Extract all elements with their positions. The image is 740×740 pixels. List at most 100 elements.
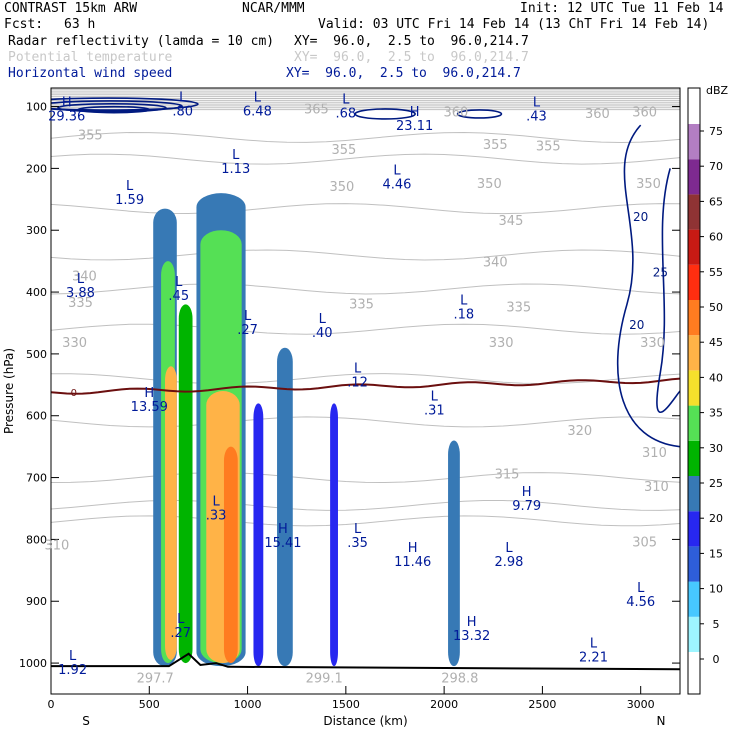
pressure-center-kind: L <box>319 312 327 327</box>
wind-jet-core <box>57 102 167 113</box>
reflectivity-cell-7 <box>178 304 193 664</box>
wind-jet-core <box>456 109 503 119</box>
colorbar-tick-label: 35 <box>709 407 723 420</box>
colorbar-swatch <box>688 300 700 336</box>
pressure-center-value: .35 <box>347 536 368 551</box>
colorbar-tick-label: 45 <box>709 336 723 349</box>
theta-label: 298.8 <box>441 672 478 687</box>
pressure-center-value: 1.13 <box>221 162 250 177</box>
wind-jet-core <box>354 108 416 120</box>
wind-contour-20 <box>616 124 680 448</box>
colorbar-tick-label: 40 <box>709 371 723 384</box>
theta-label: 355 <box>483 138 508 153</box>
colorbar-swatch <box>688 335 700 371</box>
y-tick-label: 100 <box>26 101 47 114</box>
theta-label: 297.7 <box>137 672 174 687</box>
y-tick-label: 700 <box>26 472 47 485</box>
theta-label: 310 <box>642 446 667 461</box>
theta-label: 350 <box>477 177 502 192</box>
colorbar-swatch <box>688 581 700 617</box>
colorbar-swatch <box>688 370 700 406</box>
theta-label: 330 <box>62 336 87 351</box>
pressure-center-kind: L <box>177 612 185 627</box>
theta-label: 335 <box>68 296 93 311</box>
pressure-center-kind: L <box>342 92 350 107</box>
pressure-center-kind: L <box>533 96 541 111</box>
y-tick-label: 400 <box>26 286 47 299</box>
theta-label: 315 <box>495 467 520 482</box>
pressure-center-kind: L <box>126 179 134 194</box>
pressure-center-value: 1.92 <box>58 663 87 678</box>
wind-contour-25 <box>656 168 680 413</box>
pressure-center-value: 4.56 <box>626 595 655 610</box>
y-tick-label: 200 <box>26 162 47 175</box>
theta-contour-305 <box>51 515 680 527</box>
pressure-center-value: .18 <box>453 307 474 322</box>
plot-frame <box>50 87 681 695</box>
pressure-center-value: 3.88 <box>66 286 95 301</box>
pressure-center-kind: L <box>232 148 240 163</box>
x-tick-label: 1000 <box>234 698 262 711</box>
pressure-center-kind: H <box>410 105 420 120</box>
colorbar-swatch <box>688 476 700 512</box>
pressure-center-value: .45 <box>168 289 189 304</box>
pressure-center-value: .40 <box>312 326 333 341</box>
y-tick-label: 1000 <box>19 657 47 670</box>
pressure-center-kind: L <box>69 649 77 664</box>
x-tick-label: 0 <box>48 698 55 711</box>
reflectivity-cell-8 <box>253 403 264 667</box>
reflectivity-cell-2 <box>165 366 177 660</box>
field-wind-xy: XY= 96.0, 2.5 to 96.0,214.7 <box>286 66 521 81</box>
pressure-center-kind: L <box>354 522 362 537</box>
colorbar-swatch <box>688 124 700 160</box>
pressure-center-value: .27 <box>237 323 258 338</box>
pressure-center-value: 2.21 <box>579 651 608 666</box>
theta-label: 340 <box>483 255 508 270</box>
theta-contour-330 <box>51 323 680 335</box>
theta-label: 310 <box>44 539 69 554</box>
colorbar-tick-label: 25 <box>709 477 723 490</box>
colorbar-tick-label: 15 <box>709 547 723 560</box>
pressure-center-kind: H <box>522 485 532 500</box>
theta-contour-345 <box>51 203 680 215</box>
colorbar-tick-label: 65 <box>709 195 723 208</box>
pressure-center-value: 29.36 <box>48 110 85 125</box>
theta-label: 330 <box>640 336 665 351</box>
pressure-center-kind: H <box>467 615 477 630</box>
pressure-center-value: 2.98 <box>495 555 524 570</box>
pressure-center-value: .43 <box>526 110 547 125</box>
theta-label: 355 <box>331 143 356 158</box>
y-tick-label: 300 <box>26 224 47 237</box>
fcst-value: 63 h <box>64 17 96 32</box>
theta-label: 345 <box>499 214 524 229</box>
valid-time: Valid: 03 UTC Fri 14 Feb 14 (13 ChT Fri … <box>318 17 710 32</box>
wind-jet-core <box>77 105 151 114</box>
pressure-center-kind: L <box>254 91 262 106</box>
colorbar-tick-label: 75 <box>709 125 723 138</box>
pressure-center-value: .33 <box>206 508 227 523</box>
pressure-center-value: .27 <box>170 626 191 641</box>
reflectivity-cell-6 <box>223 446 238 664</box>
y-axis-label: Pressure (hPa) <box>2 348 16 434</box>
colorbar-swatch <box>688 405 700 441</box>
colorbar-swatch <box>688 440 700 476</box>
theta-label: 350 <box>329 180 354 195</box>
reflectivity-cell-9 <box>277 347 293 667</box>
field-reflectivity-name: Radar reflectivity (lamda = 10 cm) <box>8 34 275 49</box>
colorbar-tick-label: 0 <box>713 653 720 666</box>
theta-label: 360 <box>444 106 469 121</box>
theta-label: 360 <box>585 107 610 122</box>
pressure-center-value: 13.32 <box>453 629 490 644</box>
x-tick-label: 3000 <box>627 698 655 711</box>
theta-label: 355 <box>536 140 561 155</box>
pressure-center-kind: L <box>179 91 187 106</box>
pressure-center-value: 11.46 <box>394 555 431 570</box>
pressure-center-value: 15.41 <box>264 536 301 551</box>
pressure-center-kind: H <box>278 522 288 537</box>
pressure-center-kind: H <box>408 541 418 556</box>
colorbar-swatch <box>688 264 700 300</box>
field-theta-name: Potential temperature <box>8 50 173 65</box>
fcst-label: Fcst: <box>4 17 44 32</box>
terrain-surface-line <box>51 652 680 671</box>
colorbar-frame <box>687 87 701 695</box>
